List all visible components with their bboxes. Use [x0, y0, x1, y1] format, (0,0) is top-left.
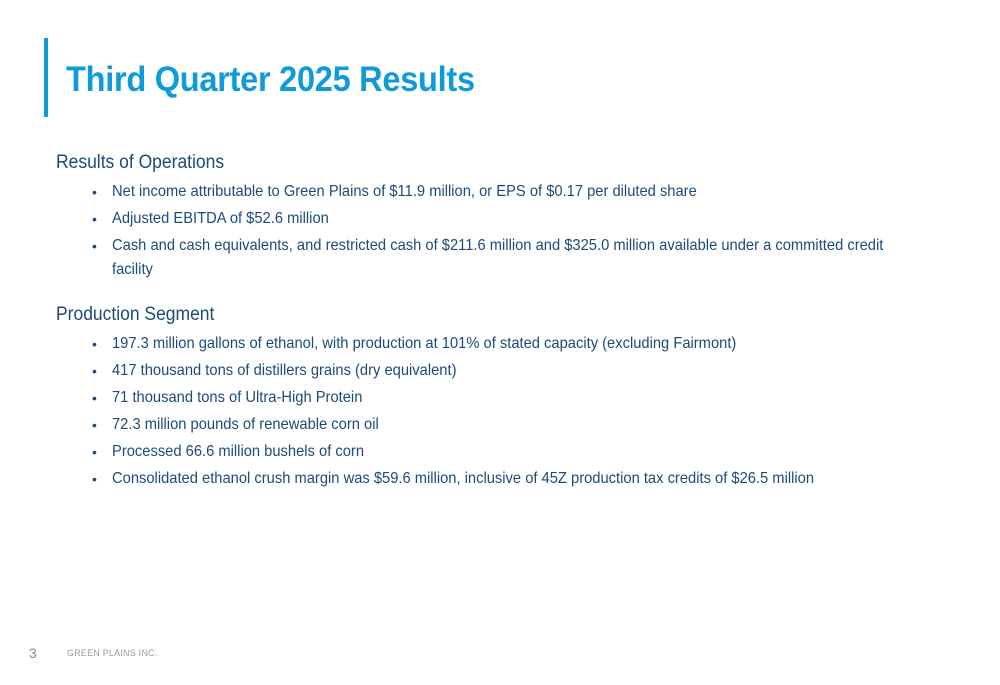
bullet-icon: •	[92, 238, 97, 254]
list-item: • Consolidated ethanol crush margin was $…	[92, 467, 956, 491]
section-production-segment: Production Segment • 197.3 million gallon…	[56, 302, 956, 491]
list-item: • 72.3 million pounds of renewable corn o…	[92, 413, 956, 437]
list-item: • 417 thousand tons of distillers grains …	[92, 359, 956, 383]
slide-title: Third Quarter 2025 Results	[66, 60, 475, 99]
bullet-icon: •	[92, 471, 97, 487]
page-number: 3	[29, 645, 37, 661]
list-item: • Processed 66.6 million bushels of corn	[92, 440, 956, 464]
bullet-icon: •	[92, 363, 97, 379]
list-item: • Cash and cash equivalents, and restrict…	[92, 234, 956, 282]
list-item: • 71 thousand tons of Ultra-High Protein	[92, 386, 956, 410]
bullet-list: • 197.3 million gallons of ethanol, with …	[56, 332, 956, 491]
bullet-icon: •	[92, 336, 97, 352]
bullet-icon: •	[92, 417, 97, 433]
company-name: GREEN PLAINS INC.	[67, 648, 158, 658]
bullet-icon: •	[92, 184, 97, 200]
bullet-icon: •	[92, 444, 97, 460]
bullet-icon: •	[92, 390, 97, 406]
list-item: • Adjusted EBITDA of $52.6 million	[92, 207, 956, 231]
bullet-list: • Net income attributable to Green Plains…	[56, 180, 956, 282]
slide-footer: 3 GREEN PLAINS INC.	[0, 640, 300, 670]
title-accent-bar	[44, 38, 48, 117]
list-item: • Net income attributable to Green Plains…	[92, 180, 956, 204]
bullet-icon: •	[92, 211, 97, 227]
section-results-of-operations: Results of Operations • Net income attrib…	[56, 150, 956, 282]
section-heading: Production Segment	[56, 304, 215, 325]
slide-content: Results of Operations • Net income attrib…	[56, 150, 956, 511]
list-item: • 197.3 million gallons of ethanol, with …	[92, 332, 956, 356]
section-heading: Results of Operations	[56, 152, 225, 173]
